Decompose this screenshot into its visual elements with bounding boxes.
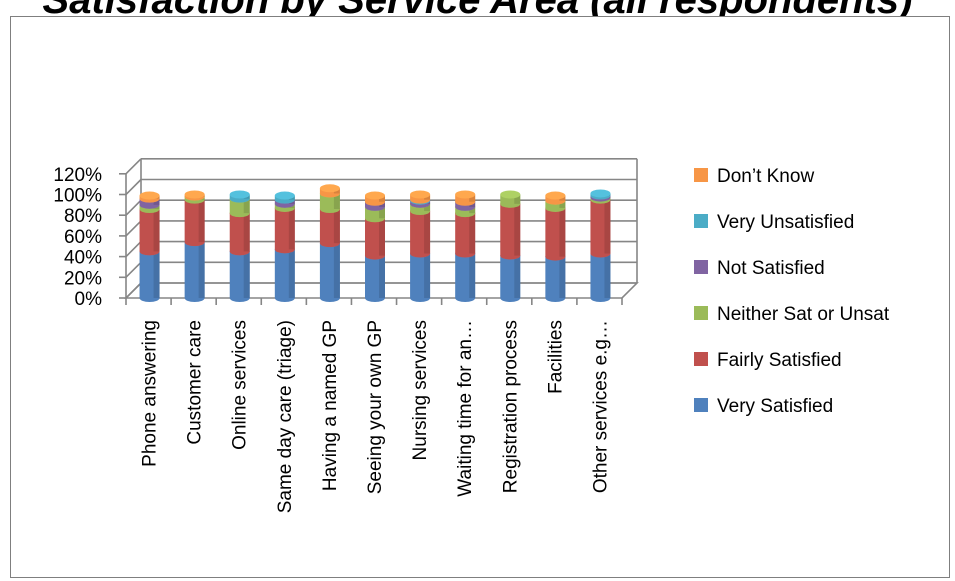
y-tick-label: 0% bbox=[75, 289, 103, 310]
gridline-depth bbox=[125, 199, 142, 216]
y-tick-label: 120% bbox=[53, 165, 102, 186]
bar-segment bbox=[545, 203, 566, 261]
x-category-label: Other services e.g… bbox=[590, 320, 611, 493]
legend-swatch bbox=[694, 306, 708, 320]
gridline-depth bbox=[125, 220, 142, 237]
x-category-label: Same day care (triage) bbox=[275, 320, 296, 513]
gridline-depth bbox=[125, 261, 142, 278]
x-axis-category-labels: Phone answering Customer care Online servi… bbox=[140, 320, 612, 513]
gridline-depth bbox=[125, 241, 142, 258]
legend: Don’t Know Very Unsatisfied Not Satisfied N… bbox=[694, 166, 890, 417]
legend-label: Very Satisfied bbox=[717, 396, 833, 417]
x-category-label: Online services bbox=[230, 320, 251, 450]
bar-segment bbox=[319, 184, 340, 198]
y-tick-label: 60% bbox=[64, 227, 102, 248]
legend-swatch bbox=[694, 214, 708, 228]
bar-segment bbox=[229, 190, 250, 203]
x-category-label: Nursing services bbox=[410, 320, 431, 460]
x-category-label: Registration process bbox=[500, 320, 521, 493]
bar-segment bbox=[139, 191, 160, 203]
legend-entry: Neither Sat or Unsat bbox=[694, 304, 890, 325]
bar-segment bbox=[455, 190, 476, 206]
bars bbox=[139, 184, 611, 302]
gridline-depth bbox=[125, 158, 142, 175]
x-category-label: Seeing your own GP bbox=[365, 320, 386, 494]
x-category-label: Having a named GP bbox=[320, 320, 341, 491]
x-category-label: Waiting time for an… bbox=[455, 320, 476, 497]
y-tick-label: 40% bbox=[64, 248, 102, 269]
bar-segment bbox=[184, 190, 205, 201]
x-category-label: Facilities bbox=[545, 320, 566, 394]
axes bbox=[119, 173, 639, 305]
bar-segment bbox=[500, 190, 521, 208]
bar-segment bbox=[365, 191, 385, 206]
legend-swatch bbox=[694, 352, 708, 366]
gridline-depth bbox=[125, 178, 142, 196]
legend-label: Fairly Satisfied bbox=[717, 350, 842, 371]
legend-label: Not Satisfied bbox=[717, 258, 825, 279]
bar-segment bbox=[274, 191, 295, 204]
legend-swatch bbox=[694, 398, 708, 412]
legend-label: Don’t Know bbox=[717, 166, 814, 187]
legend-entry: Very Satisfied bbox=[694, 396, 833, 417]
y-axis-tick-labels: 0%20%40%60%80%100%120% bbox=[53, 165, 102, 310]
bar-segment bbox=[319, 239, 340, 302]
bar-segment bbox=[274, 245, 295, 302]
bar-segment bbox=[139, 247, 160, 302]
bar-segment bbox=[545, 191, 566, 205]
bar-segment bbox=[500, 199, 521, 260]
y-tick-label: 80% bbox=[64, 206, 102, 227]
bar-segment bbox=[229, 247, 250, 302]
legend-label: Neither Sat or Unsat bbox=[717, 304, 890, 325]
x-category-label: Customer care bbox=[185, 320, 206, 445]
legend-entry: Not Satisfied bbox=[694, 258, 825, 279]
bar-segment bbox=[590, 189, 611, 200]
bar-segment bbox=[590, 195, 611, 258]
legend-swatch bbox=[694, 260, 708, 274]
y-tick-label: 100% bbox=[53, 186, 102, 207]
legend-entry: Very Unsatisfied bbox=[694, 212, 854, 233]
legend-label: Very Unsatisfied bbox=[717, 212, 854, 233]
bar-segment bbox=[410, 190, 431, 204]
x-category-label: Phone answering bbox=[140, 320, 161, 467]
y-tick-label: 20% bbox=[64, 268, 102, 289]
legend-entry: Don’t Know bbox=[694, 166, 814, 187]
bar-segment bbox=[184, 238, 205, 302]
legend-swatch bbox=[694, 168, 708, 182]
chart-frame bbox=[10, 16, 950, 578]
legend-entry: Fairly Satisfied bbox=[694, 350, 842, 371]
